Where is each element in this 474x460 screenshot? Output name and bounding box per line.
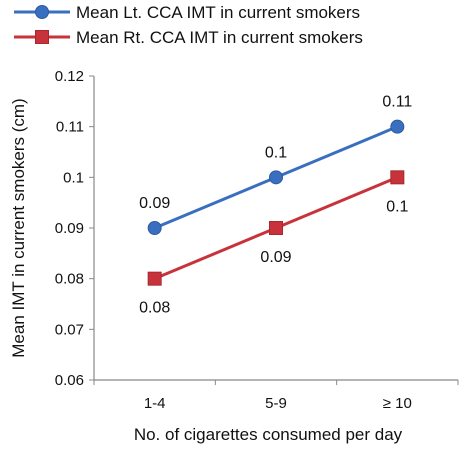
legend-label: Mean Rt. CCA IMT in current smokers (76, 28, 363, 47)
y-tick-label: 0.07 (55, 321, 84, 338)
legend-marker (35, 5, 49, 19)
x-tick-label: 5-9 (265, 395, 287, 412)
x-axis-title: No. of cigarettes consumed per day (134, 425, 403, 444)
data-label: 0.1 (265, 144, 287, 161)
x-tick-label: ≥ 10 (383, 395, 412, 412)
x-tick-label: 1-4 (144, 395, 166, 412)
data-label: 0.08 (139, 300, 170, 317)
y-tick-labels: 0.06 0.07 0.08 0.09 0.1 0.11 0.12 (55, 68, 84, 389)
legend: Mean Lt. CCA IMT in current smokers Mean … (14, 3, 363, 47)
data-label: 0.09 (260, 249, 291, 266)
data-point (147, 221, 162, 235)
data-point (269, 221, 283, 235)
series-1: 0.09 0.1 0.11 (139, 94, 412, 235)
axes (89, 75, 459, 385)
legend-marker (35, 30, 49, 44)
y-tick-label: 0.06 (55, 372, 84, 389)
y-tick-label: 0.12 (55, 68, 84, 85)
y-tick-label: 0.09 (55, 220, 84, 237)
legend-item: Mean Lt. CCA IMT in current smokers (14, 3, 360, 22)
y-tick-label: 0.1 (63, 169, 84, 186)
data-label: 0.1 (386, 198, 408, 215)
data-point (147, 271, 162, 286)
series-2: 0.08 0.09 0.1 (139, 170, 409, 317)
data-point (269, 170, 283, 185)
x-tick-labels: 1-4 5-9 ≥ 10 (144, 395, 412, 412)
series-group: 0.09 0.1 0.11 0.08 0.09 0.1 (139, 94, 412, 317)
y-tick-label: 0.11 (56, 119, 84, 136)
data-point (390, 170, 405, 185)
legend-item: Mean Rt. CCA IMT in current smokers (14, 28, 363, 47)
data-label: 0.11 (382, 94, 412, 111)
legend-label: Mean Lt. CCA IMT in current smokers (76, 3, 360, 22)
y-axis-title: Mean IMT in current smokers (cm) (9, 98, 28, 357)
data-point (390, 119, 405, 134)
data-label: 0.09 (139, 195, 170, 212)
y-tick-label: 0.08 (55, 271, 84, 288)
